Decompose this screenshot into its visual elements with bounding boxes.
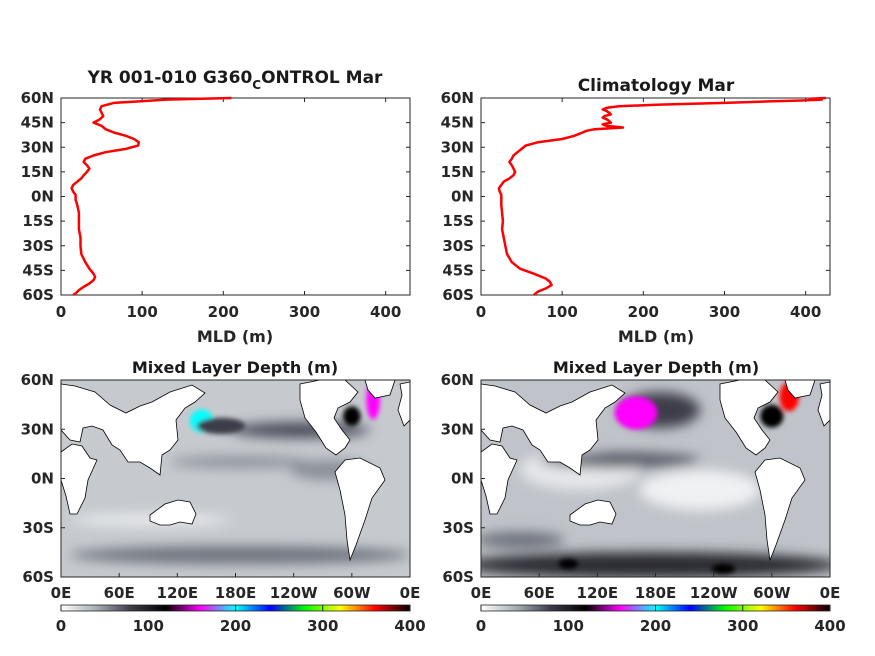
continents-control	[61, 380, 410, 562]
plot-area-climatology	[480, 97, 831, 296]
y-tick-label: 45N	[441, 114, 474, 132]
y-tick-label: 60N	[21, 89, 54, 107]
y-tick-label: 60N	[441, 89, 474, 107]
lon-tick-label: 60W	[753, 584, 791, 602]
y-tick-label: 15N	[21, 163, 54, 181]
mld-profile-line-control	[70, 96, 232, 297]
mld-hotspots-climatology	[558, 381, 799, 574]
x-tick-label: 100	[127, 303, 158, 321]
lat-tick-label: 30S	[22, 519, 54, 537]
lat-tick-label: 60N	[21, 371, 54, 389]
chart-title-climatology: Climatology Mar	[578, 76, 735, 96]
lon-tick-label: 120E	[577, 584, 619, 602]
x-tick-label: 0	[56, 303, 66, 321]
x-tick-label: 300	[709, 303, 740, 321]
x-axis-label-control: MLD (m)	[197, 327, 273, 346]
lon-tick-label: 180E	[215, 584, 257, 602]
mld-hotspot	[196, 417, 246, 435]
x-tick-label: 400	[370, 303, 401, 321]
map-title-climatology: Mixed Layer Depth (m)	[553, 358, 759, 377]
colorbar-tick-label: 300	[307, 617, 338, 635]
profile-panel-climatology: Climatology Mar 0 100 200 300 400 60N 45N 30N 15…	[441, 76, 831, 346]
lat-tick-label: 30N	[21, 420, 54, 438]
colorbar-tick-label: 200	[220, 617, 251, 635]
lat-tick-label: 0N	[451, 470, 474, 488]
lat-tick-label: 0N	[31, 470, 54, 488]
x-tick-label: 200	[628, 303, 659, 321]
y-tick-label: 0N	[451, 188, 474, 206]
lon-tick-label: 60W	[333, 584, 371, 602]
colorbar-tick-label: 200	[640, 617, 671, 635]
x-tick-label: 200	[208, 303, 239, 321]
y-tick-label: 15N	[441, 163, 474, 181]
x-tick-label: 400	[790, 303, 821, 321]
lon-tick-label: 120W	[270, 584, 318, 602]
y-tick-label: 30N	[441, 138, 474, 156]
mld-hotspot	[558, 558, 578, 569]
lon-tick-label: 120W	[690, 584, 738, 602]
lat-tick-label: 30S	[442, 519, 474, 537]
y-tick-label: 60S	[442, 286, 474, 304]
colorbar-tick-label: 0	[476, 617, 486, 635]
x-tick-label: 0	[476, 303, 486, 321]
lon-tick-label: 60E	[524, 584, 555, 602]
y-tick-label: 15S	[22, 212, 54, 230]
colorbar-tick-label: 100	[133, 617, 164, 635]
mld-hotspot	[614, 396, 658, 430]
lon-tick-label: 0E	[820, 584, 841, 602]
map-panel-climatology: Mixed Layer Depth (m)	[441, 358, 846, 635]
plot-area-control	[60, 97, 411, 296]
y-tick-label: 45S	[442, 261, 474, 279]
x-axis-label-climatology: MLD (m)	[618, 327, 694, 346]
colorbar-tick-label: 0	[56, 617, 66, 635]
map-panel-control: Mixed Layer Depth (m) 0E 60E 120E	[21, 358, 426, 635]
x-tick-label: 100	[547, 303, 578, 321]
colorbar-tick-label: 100	[553, 617, 584, 635]
y-tick-label: 45N	[21, 114, 54, 132]
profile-panel-control: YR 001-010 G360CONTROL Mar 0 100 200 300 400…	[21, 68, 411, 346]
y-tick-label: 15S	[442, 212, 474, 230]
mld-field-shading-climatology	[481, 392, 830, 577]
lon-tick-label: 0E	[51, 584, 72, 602]
y-tick-label: 60S	[22, 286, 54, 304]
lat-tick-label: 60S	[442, 568, 474, 586]
lat-tick-label: 60N	[441, 371, 474, 389]
mld-hotspot	[760, 404, 784, 428]
lon-tick-label: 0E	[400, 584, 421, 602]
lon-tick-label: 0E	[471, 584, 492, 602]
continents-climatology	[481, 380, 830, 562]
y-tick-label: 45S	[22, 261, 54, 279]
lat-tick-label: 30N	[441, 420, 474, 438]
lon-tick-label: 180E	[635, 584, 677, 602]
mld-hotspot	[711, 563, 735, 574]
colorbar-tick-label: 400	[394, 617, 425, 635]
x-tick-label: 300	[289, 303, 320, 321]
lon-tick-label: 120E	[157, 584, 199, 602]
lat-tick-label: 60S	[22, 568, 54, 586]
y-tick-label: 30S	[442, 237, 474, 255]
chart-title-control: YR 001-010 G360CONTROL Mar	[87, 68, 383, 92]
map-title-control: Mixed Layer Depth (m)	[132, 358, 338, 377]
y-tick-label: 30S	[22, 237, 54, 255]
y-tick-label: 30N	[21, 138, 54, 156]
y-tick-label: 0N	[31, 188, 54, 206]
colorbar-tick-label: 300	[727, 617, 758, 635]
lon-tick-label: 60E	[104, 584, 135, 602]
mld-profile-line-climatology	[497, 96, 826, 296]
mld-hotspot	[343, 406, 361, 426]
colorbar-tick-label: 400	[814, 617, 845, 635]
